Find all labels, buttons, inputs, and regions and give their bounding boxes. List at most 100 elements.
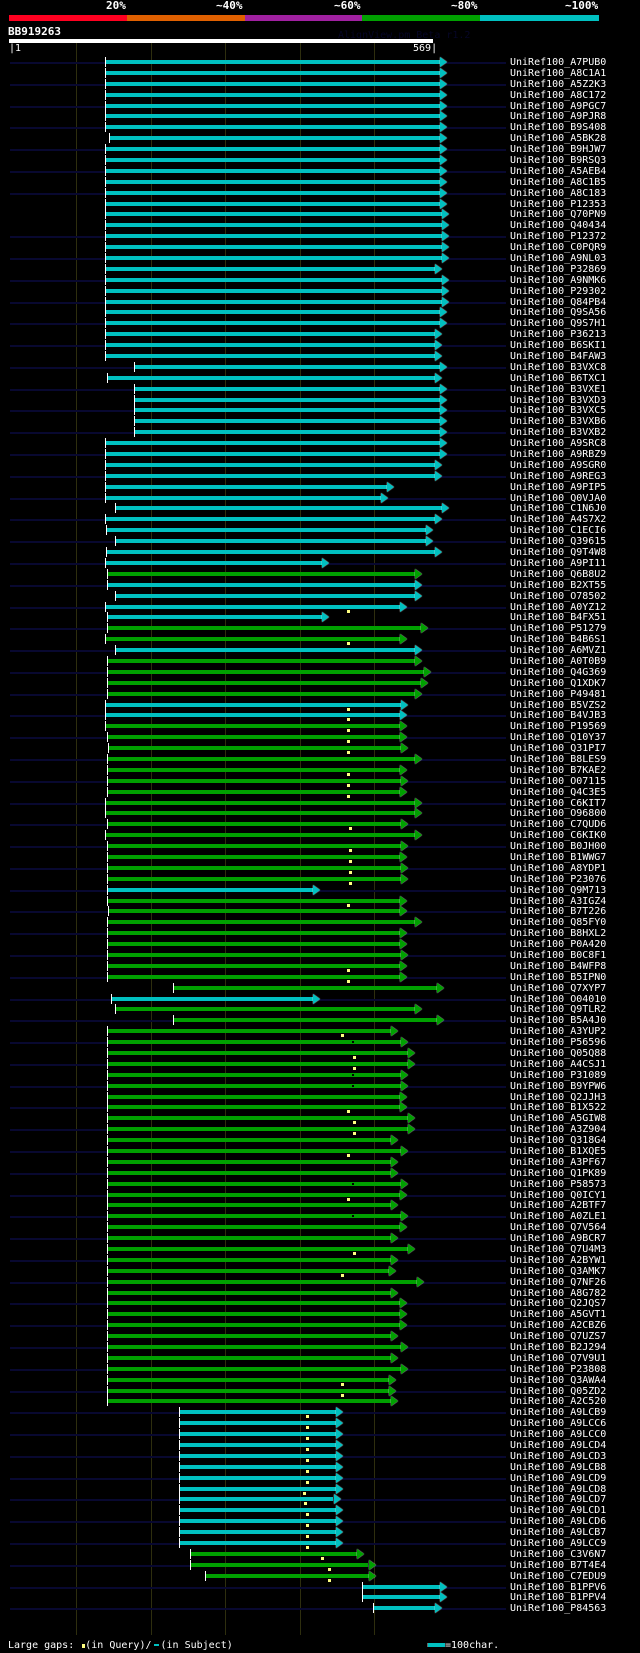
alignment-bar[interactable] <box>106 637 400 641</box>
alignment-bar[interactable] <box>106 71 440 75</box>
hit-row[interactable]: UniRef100_Q9TLR2 <box>0 1004 640 1015</box>
hit-row[interactable]: UniRef100_P19569 <box>0 721 640 732</box>
alignment-bar[interactable] <box>180 1410 336 1414</box>
hit-label[interactable]: UniRef100_B8HXL2 <box>510 928 607 939</box>
hit-row[interactable]: UniRef100_B9YPW6 <box>0 1081 640 1092</box>
alignment-bar[interactable] <box>107 572 415 576</box>
alignment-bar[interactable] <box>107 1073 402 1077</box>
hit-row[interactable]: UniRef100_B6TXC1 <box>0 373 640 384</box>
alignment-bar[interactable] <box>106 256 443 260</box>
hit-row[interactable]: UniRef100_A5GVT1 <box>0 1309 640 1320</box>
hit-row[interactable]: UniRef100_B4VJB3 <box>0 710 640 721</box>
hit-label[interactable]: UniRef100_P12372 <box>510 231 607 242</box>
hit-label[interactable]: UniRef100_C1N6J0 <box>510 503 607 514</box>
hit-row[interactable]: UniRef100_A9NL03 <box>0 253 640 264</box>
hit-row[interactable]: UniRef100_C3V6N7 <box>0 1549 640 1560</box>
hit-row[interactable]: UniRef100_O07115 <box>0 776 640 787</box>
hit-label[interactable]: UniRef100_A5GIW8 <box>510 1113 607 1124</box>
hit-label[interactable]: UniRef100_Q9S7H1 <box>510 318 607 329</box>
hit-row[interactable]: UniRef100_P0A420 <box>0 939 640 950</box>
hit-row[interactable]: UniRef100_A9LCD3 <box>0 1451 640 1462</box>
hit-row[interactable]: UniRef100_C1N6J0 <box>0 503 640 514</box>
hit-label[interactable]: UniRef100_C3V6N7 <box>510 1549 607 1560</box>
hit-label[interactable]: UniRef100_A9LCD8 <box>510 1484 607 1495</box>
hit-label[interactable]: UniRef100_A9LCD7 <box>510 1494 607 1505</box>
alignment-bar[interactable] <box>180 1487 336 1491</box>
alignment-bar[interactable] <box>107 1203 391 1207</box>
hit-row[interactable]: UniRef100_A5Z2K3 <box>0 79 640 90</box>
hit-row[interactable]: UniRef100_A3IGZ4 <box>0 896 640 907</box>
hit-label[interactable]: UniRef100_Q40434 <box>510 220 607 231</box>
hit-label[interactable]: UniRef100_P32869 <box>510 264 607 275</box>
alignment-bar[interactable] <box>180 1541 336 1545</box>
alignment-bar[interactable] <box>106 169 440 173</box>
hit-row[interactable]: UniRef100_A7PUB0 <box>0 57 640 68</box>
hit-row[interactable]: UniRef100_Q05ZD2 <box>0 1386 640 1397</box>
hit-row[interactable]: UniRef100_B9RSQ3 <box>0 155 640 166</box>
alignment-bar[interactable] <box>106 441 440 445</box>
alignment-bar[interactable] <box>373 1606 435 1610</box>
hit-row[interactable]: UniRef100_Q7V564 <box>0 1222 640 1233</box>
alignment-bar[interactable] <box>107 583 415 587</box>
hit-label[interactable]: UniRef100_A5AEB4 <box>510 166 607 177</box>
hit-row[interactable]: UniRef100_A2BYW1 <box>0 1255 640 1266</box>
hit-label[interactable]: UniRef100_P36213 <box>510 329 607 340</box>
hit-label[interactable]: UniRef100_Q7U4M3 <box>510 1244 607 1255</box>
hit-label[interactable]: UniRef100_B9S408 <box>510 122 607 133</box>
hit-row[interactable]: UniRef100_Q6B8U2 <box>0 569 640 580</box>
alignment-bar[interactable] <box>106 60 440 64</box>
hit-row[interactable]: UniRef100_P51279 <box>0 623 640 634</box>
hit-row[interactable]: UniRef100_B4WFP8 <box>0 961 640 972</box>
alignment-bar[interactable] <box>107 1105 400 1109</box>
hit-label[interactable]: UniRef100_B5IPN0 <box>510 972 607 983</box>
alignment-bar[interactable] <box>106 278 443 282</box>
hit-row[interactable]: UniRef100_A2CBZ6 <box>0 1320 640 1331</box>
alignment-bar[interactable] <box>107 670 424 674</box>
hit-row[interactable]: UniRef100_B7KAE2 <box>0 765 640 776</box>
alignment-bar[interactable] <box>107 692 415 696</box>
hit-label[interactable]: UniRef100_A3PF67 <box>510 1157 607 1168</box>
alignment-bar[interactable] <box>106 310 440 314</box>
hit-label[interactable]: UniRef100_A0T0B9 <box>510 656 607 667</box>
alignment-bar[interactable] <box>106 234 443 238</box>
hit-row[interactable]: UniRef100_A8C1B5 <box>0 177 640 188</box>
alignment-bar[interactable] <box>106 343 435 347</box>
alignment-bar[interactable] <box>107 1236 391 1240</box>
hit-row[interactable]: UniRef100_A8C1A1 <box>0 68 640 79</box>
hit-row[interactable]: UniRef100_C6KIK0 <box>0 830 640 841</box>
hit-label[interactable]: UniRef100_A9LCD1 <box>510 1505 607 1516</box>
hit-row[interactable]: UniRef100_B2J294 <box>0 1342 640 1353</box>
hit-row[interactable]: UniRef100_B3VXE1 <box>0 384 640 395</box>
hit-label[interactable]: UniRef100_Q0ICY1 <box>510 1190 607 1201</box>
hit-row[interactable]: UniRef100_A5BK28 <box>0 133 640 144</box>
alignment-bar[interactable] <box>180 1454 336 1458</box>
hit-label[interactable]: UniRef100_A4S7X2 <box>510 514 607 525</box>
alignment-bar[interactable] <box>180 1519 336 1523</box>
hit-label[interactable]: UniRef100_A5Z2K3 <box>510 79 607 90</box>
hit-row[interactable]: UniRef100_A8G782 <box>0 1288 640 1299</box>
hit-label[interactable]: UniRef100_Q05ZD2 <box>510 1386 607 1397</box>
hit-row[interactable]: UniRef100_P23808 <box>0 1364 640 1375</box>
hit-row[interactable]: UniRef100_A9SGR0 <box>0 460 640 471</box>
hit-label[interactable]: UniRef100_Q4G369 <box>510 667 607 678</box>
hit-label[interactable]: UniRef100_A9SGR0 <box>510 460 607 471</box>
hit-label[interactable]: UniRef100_Q6B8U2 <box>510 569 607 580</box>
hit-row[interactable]: UniRef100_Q7NF26 <box>0 1277 640 1288</box>
hit-label[interactable]: UniRef100_A2CBZ6 <box>510 1320 607 1331</box>
hit-row[interactable]: UniRef100_B3VXC5 <box>0 405 640 416</box>
alignment-bar[interactable] <box>107 1247 408 1251</box>
alignment-bar[interactable] <box>107 1116 408 1120</box>
hit-label[interactable]: UniRef100_Q84PB4 <box>510 297 607 308</box>
hit-row[interactable]: UniRef100_P32869 <box>0 264 640 275</box>
alignment-bar[interactable] <box>107 1127 408 1131</box>
alignment-bar[interactable] <box>106 833 415 837</box>
hit-row[interactable]: UniRef100_Q31PI7 <box>0 743 640 754</box>
alignment-bar[interactable] <box>106 713 400 717</box>
hit-row[interactable]: UniRef100_A0T0B9 <box>0 656 640 667</box>
alignment-bar[interactable] <box>106 300 443 304</box>
alignment-bar[interactable] <box>116 539 426 543</box>
alignment-bar[interactable] <box>107 376 435 380</box>
hit-row[interactable]: UniRef100_P12353 <box>0 199 640 210</box>
alignment-bar[interactable] <box>106 801 415 805</box>
hit-label[interactable]: UniRef100_B0C8F1 <box>510 950 607 961</box>
